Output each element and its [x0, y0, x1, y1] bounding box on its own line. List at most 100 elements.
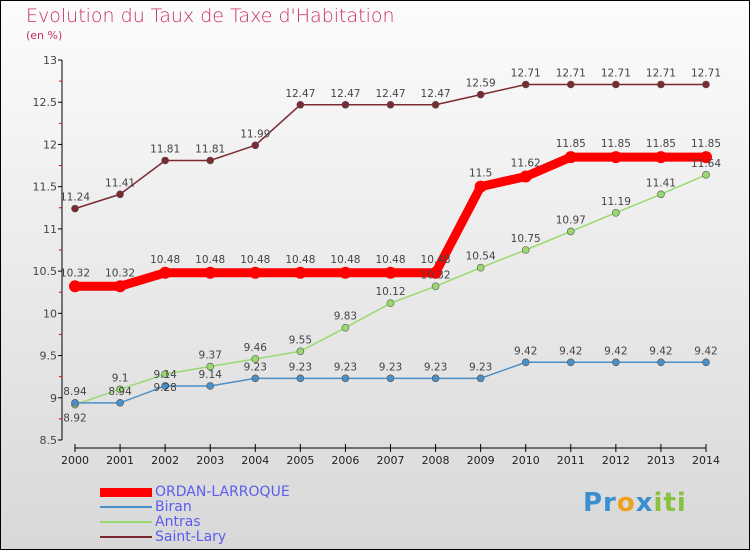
data-point: [612, 80, 620, 89]
x-tick-label: 2014: [692, 454, 720, 467]
data-point: [476, 90, 485, 99]
data-point: [566, 358, 575, 367]
data-label: 8.94: [108, 386, 132, 398]
legend-item: Saint-Lary: [100, 529, 226, 545]
data-label: 9.23: [424, 361, 447, 373]
data-point: [249, 266, 262, 279]
data-label: 10.48: [330, 254, 360, 266]
data-point: [339, 266, 352, 279]
data-label: 11.64: [691, 158, 721, 170]
data-point: [341, 374, 350, 383]
legend-swatch: [100, 506, 152, 508]
data-label: 9.14: [199, 369, 223, 381]
data-point: [114, 280, 127, 293]
y-tick-label: 11.5: [33, 181, 58, 194]
data-point: [476, 374, 485, 383]
y-tick-label: 13: [43, 54, 57, 67]
data-label: 10.97: [556, 214, 586, 226]
data-label: 10.32: [105, 267, 135, 279]
x-tick-label: 2011: [557, 454, 585, 467]
data-point: [702, 80, 710, 89]
data-label: 12.71: [646, 67, 676, 79]
data-point: [431, 374, 440, 383]
data-label: 12.71: [556, 67, 586, 79]
data-point: [341, 323, 350, 332]
data-label: 10.48: [421, 254, 451, 266]
data-label: 12.71: [691, 67, 721, 79]
data-point: [519, 170, 532, 183]
data-label: 11.99: [240, 128, 270, 140]
y-tick-label: 10.5: [33, 265, 58, 278]
data-point: [431, 282, 440, 291]
data-point: [206, 156, 215, 165]
y-tick-label: 10: [43, 307, 57, 320]
legend-label: Antras: [155, 514, 201, 530]
data-point: [521, 246, 530, 254]
data-point: [476, 263, 485, 272]
data-point: [296, 347, 305, 356]
legend-item: ORDAN-LARROQUE: [100, 484, 290, 500]
data-label: 12.71: [511, 67, 541, 79]
data-label: 11.19: [601, 196, 631, 208]
data-point: [294, 266, 307, 279]
data-label: 11.85: [646, 138, 676, 150]
data-point: [69, 280, 81, 293]
data-label: 10.75: [511, 233, 541, 245]
data-point: [71, 399, 79, 407]
legend-label: Biran: [155, 499, 192, 515]
data-point: [474, 180, 487, 193]
legend-item: Biran: [100, 499, 192, 515]
x-tick-label: 2006: [331, 454, 359, 467]
data-point: [431, 100, 440, 109]
data-point: [702, 358, 710, 367]
x-tick-label: 2002: [151, 454, 179, 467]
y-tick-label: 8.5: [40, 434, 58, 447]
data-point: [566, 227, 575, 236]
legend-label: ORDAN-LARROQUE: [155, 484, 290, 500]
data-label: 11.62: [511, 158, 541, 170]
data-point: [386, 100, 395, 109]
y-tick-label: 12: [43, 138, 57, 151]
data-point: [702, 171, 710, 179]
y-tick-label: 12.5: [33, 96, 58, 109]
data-point: [657, 80, 665, 89]
x-tick-label: 2000: [61, 454, 89, 467]
data-point: [657, 358, 665, 367]
data-point: [206, 382, 215, 390]
data-label: 9.23: [469, 361, 492, 373]
data-label: 10.48: [375, 254, 405, 266]
data-point: [700, 151, 712, 164]
data-label: 10.48: [195, 254, 225, 266]
data-label: 11.85: [556, 138, 586, 150]
data-label: 9.42: [649, 345, 672, 357]
x-tick-label: 2013: [647, 454, 675, 467]
data-point: [566, 80, 575, 89]
data-point: [116, 190, 124, 199]
y-tick-label: 9: [50, 392, 57, 405]
data-point: [521, 358, 530, 367]
y-tick-label: 11: [43, 223, 57, 236]
data-point: [386, 374, 395, 383]
data-point: [116, 399, 124, 407]
data-point: [71, 204, 79, 213]
data-point: [657, 190, 665, 199]
data-label: 11.5: [469, 168, 492, 180]
x-tick-label: 2005: [286, 454, 314, 467]
legend-item: Antras: [100, 514, 201, 530]
data-label: 10.32: [421, 269, 451, 281]
data-point: [609, 151, 622, 164]
data-label: 9.37: [199, 350, 222, 362]
y-tick-label: 9.5: [40, 350, 58, 363]
x-tick-label: 2009: [467, 454, 495, 467]
data-point: [161, 370, 169, 378]
x-tick-label: 2001: [106, 454, 134, 467]
data-label: 12.47: [330, 88, 360, 100]
data-point: [251, 374, 260, 383]
data-point: [612, 209, 620, 217]
data-label: 9.28: [153, 382, 176, 394]
data-point: [296, 100, 305, 109]
data-label: 12.47: [285, 88, 315, 100]
x-tick-label: 2007: [377, 454, 405, 467]
data-label: 9.23: [334, 361, 357, 373]
x-tick-label: 2004: [241, 454, 269, 467]
